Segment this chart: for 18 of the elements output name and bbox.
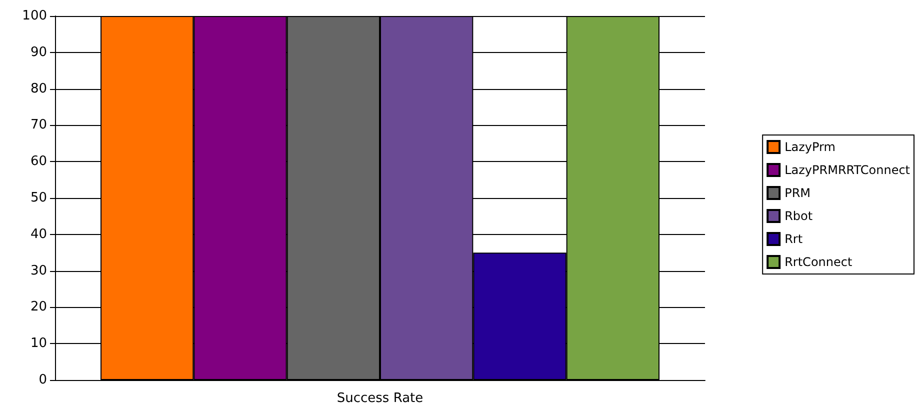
y-tick-label: 0 bbox=[38, 372, 47, 388]
legend-label: LazyPrm bbox=[784, 140, 836, 154]
y-tick-label: 70 bbox=[30, 118, 47, 133]
legend-label: PRM bbox=[784, 186, 811, 200]
y-tick-label: 90 bbox=[30, 44, 47, 60]
x-tick-label: Success Rate bbox=[336, 391, 424, 406]
y-tick-label: 30 bbox=[30, 263, 47, 278]
y-tick-label: 80 bbox=[30, 81, 47, 96]
y-tick-label: 50 bbox=[30, 190, 47, 206]
y-tick-label: 10 bbox=[30, 336, 47, 352]
legend-label: Rrt bbox=[784, 232, 803, 246]
legend-label: RrtConnect bbox=[784, 255, 852, 269]
y-tick-label: 100 bbox=[22, 8, 47, 24]
y-tick-label: 60 bbox=[30, 154, 47, 170]
legend-label: Rbot bbox=[784, 209, 813, 223]
y-tick-label: 20 bbox=[30, 300, 47, 315]
legend-label: LazyPRMRRTConnect bbox=[784, 163, 910, 177]
y-tick-label: 40 bbox=[30, 226, 47, 242]
